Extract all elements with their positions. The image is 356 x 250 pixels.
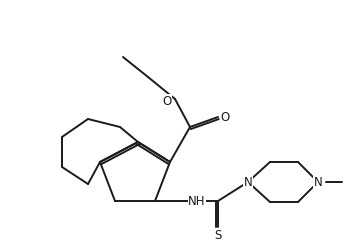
Text: S: S xyxy=(214,228,222,241)
Text: N: N xyxy=(314,176,323,189)
Text: NH: NH xyxy=(188,195,206,208)
Text: N: N xyxy=(244,176,252,189)
Text: O: O xyxy=(162,95,172,108)
Text: O: O xyxy=(220,111,230,124)
